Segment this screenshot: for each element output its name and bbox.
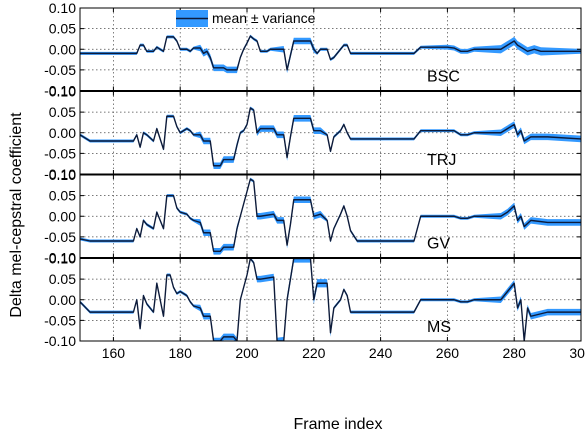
x-tick-label: 220 — [302, 345, 326, 361]
mean-line-ms — [80, 258, 581, 341]
y-tick-label: 0.00 — [49, 41, 76, 57]
y-tick-label: 0.10 — [49, 84, 76, 100]
panel-ms: 0.10 0.05 0.00 -0.05 -0.10 MS — [44, 251, 582, 349]
mean-line-gv — [80, 178, 581, 253]
y-tick-label: -0.05 — [44, 145, 76, 161]
panel-label: TRJ — [427, 152, 456, 169]
y-tick-label: -0.05 — [44, 229, 76, 245]
mean-line-trj — [80, 107, 581, 167]
x-tick-label: 280 — [503, 345, 527, 361]
x-tick-label: 240 — [369, 345, 393, 361]
y-tick-label: -0.10 — [44, 83, 76, 99]
y-tick-label: 0.10 — [49, 251, 76, 267]
y-tick-label: 0.00 — [49, 125, 76, 141]
y-tick-label: -0.10 — [44, 166, 76, 182]
plot-area — [80, 258, 581, 341]
x-tick-labels: 160 180 200 220 240 260 280 300 — [102, 345, 585, 361]
x-tick-label: 260 — [436, 345, 460, 361]
panel-label: BSC — [427, 69, 460, 86]
chart-panels: 0.10 0.05 0.00 -0.05 -0.10 BSC 0.10 0.05 0.00 -0.… — [44, 0, 582, 349]
y-tick-label: -0.10 — [44, 333, 76, 349]
x-tick-label: 180 — [169, 345, 193, 361]
y-axis-label: Delta mel-cepstral coefficient — [8, 112, 25, 318]
legend-label: mean ± variance — [212, 10, 316, 26]
x-tick-label: 200 — [235, 345, 259, 361]
y-tick-label: 0.10 — [49, 0, 76, 16]
panel-trj: 0.10 0.05 0.00 -0.05 -0.10 TRJ — [44, 84, 582, 182]
plot-area — [80, 177, 581, 255]
panel-bsc: 0.10 0.05 0.00 -0.05 -0.10 BSC — [44, 0, 582, 99]
y-tick-label: -0.10 — [44, 250, 76, 266]
plot-area — [80, 34, 581, 74]
variance-band-bsc — [80, 34, 581, 74]
panel-label: MS — [427, 319, 451, 336]
y-tick-label: 0.00 — [49, 292, 76, 308]
y-tick-label: -0.05 — [44, 312, 76, 328]
x-tick-label: 300 — [569, 345, 585, 361]
y-tick-label: -0.05 — [44, 62, 76, 78]
y-tick-label: 0.05 — [49, 104, 76, 120]
mean-line-bsc — [80, 35, 581, 71]
plot-area — [80, 106, 581, 170]
y-tick-label: 0.05 — [49, 21, 76, 37]
y-tick-label: 0.10 — [49, 167, 76, 183]
y-tick-label: 0.05 — [49, 188, 76, 204]
panel-gv: 0.10 0.05 0.00 -0.05 -0.10 GV — [44, 167, 582, 266]
y-tick-label: 0.00 — [49, 208, 76, 224]
y-tick-label: 0.05 — [49, 271, 76, 287]
variance-band-trj — [80, 106, 581, 170]
x-axis-label: Frame index — [294, 416, 383, 432]
variance-band-gv — [80, 177, 581, 255]
x-tick-label: 160 — [102, 345, 126, 361]
panel-label: GV — [427, 236, 450, 253]
legend: mean ± variance — [176, 10, 316, 27]
